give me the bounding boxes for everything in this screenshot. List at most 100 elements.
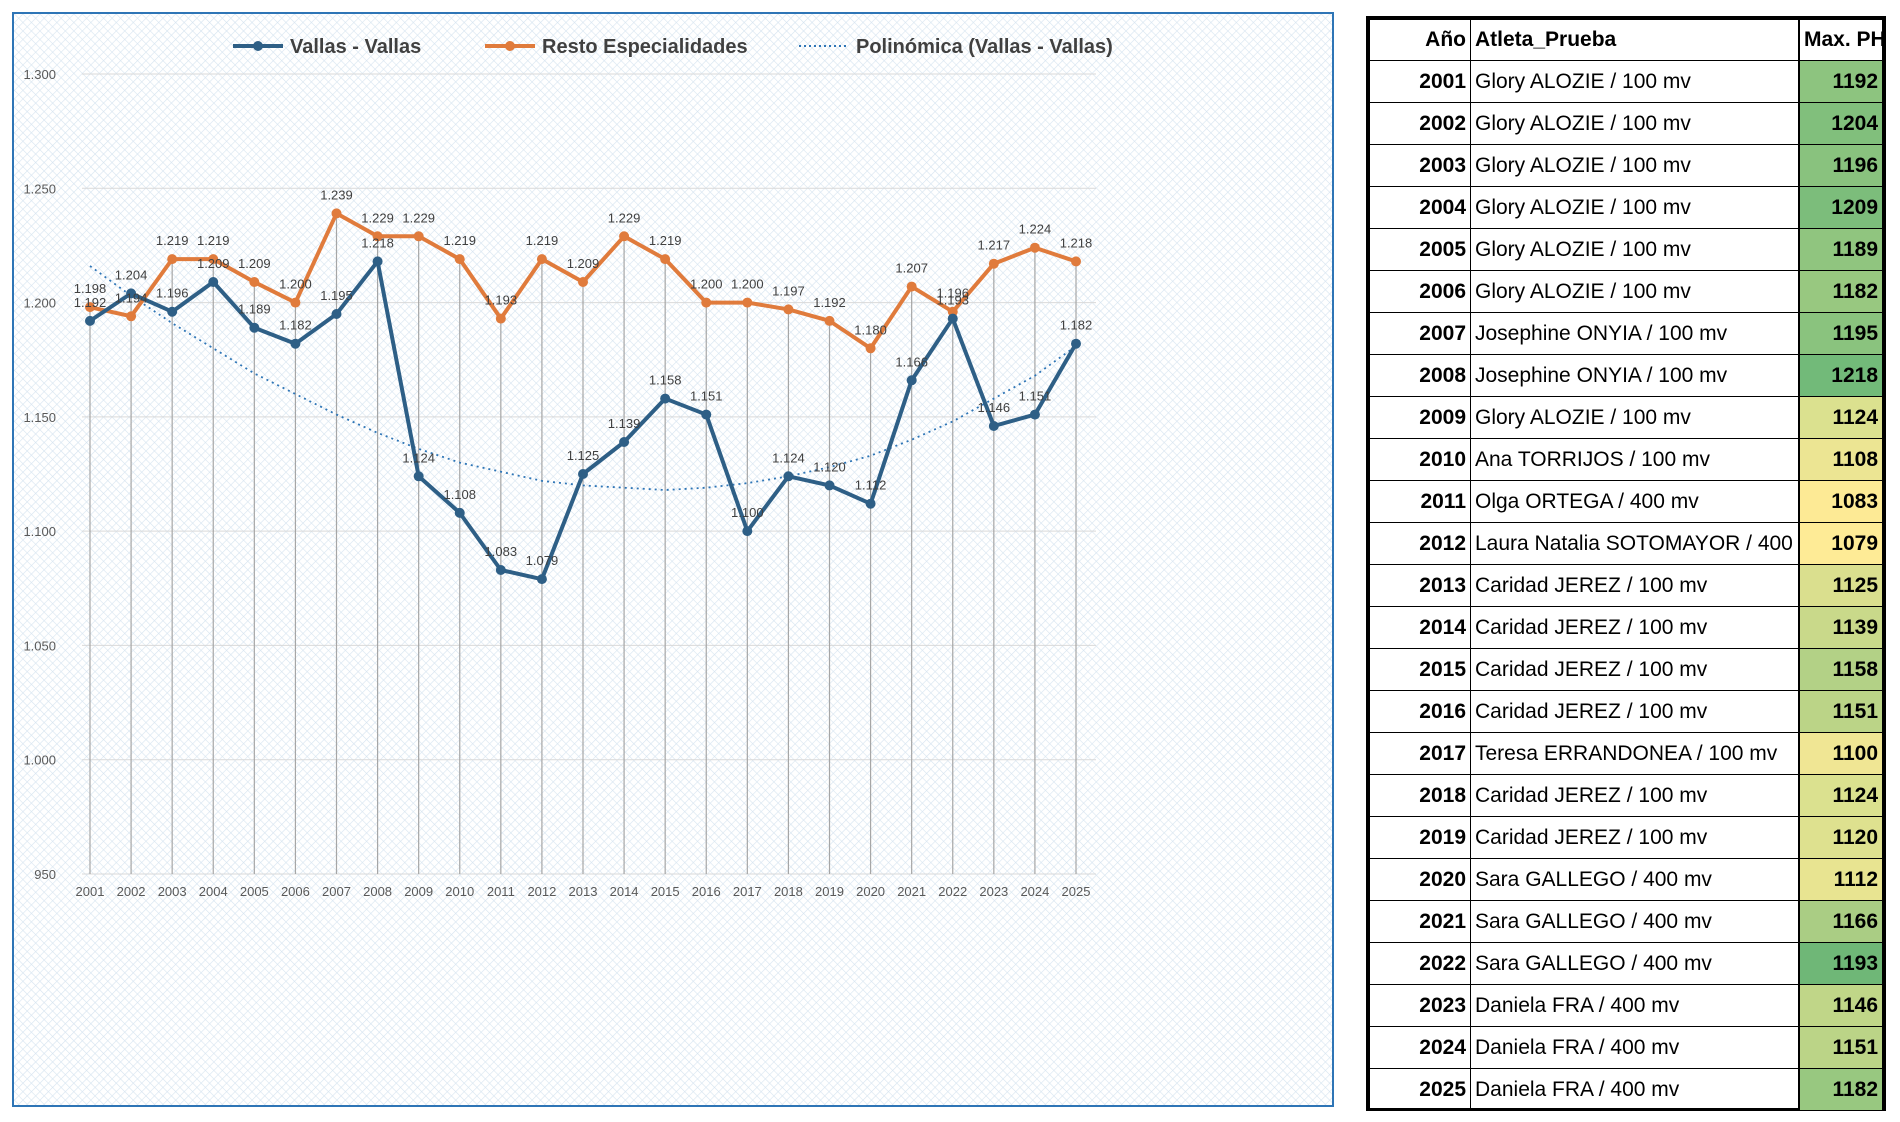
- point-vallas: [947, 313, 958, 324]
- x-tick-label: 2019: [815, 884, 844, 899]
- trendline-polinomica: [89, 265, 1077, 491]
- cell-year: 2021: [1369, 900, 1471, 943]
- point-resto: [1071, 256, 1081, 267]
- cell-year: 2012: [1369, 522, 1471, 565]
- data-label-vallas: 1.182: [1060, 318, 1093, 333]
- table-row: 2014 Caridad JEREZ / 100 mv 1139: [1369, 606, 1883, 649]
- y-tick-label: 1.300: [23, 67, 56, 82]
- cell-year: 2004: [1369, 186, 1471, 229]
- cell-year: 2025: [1369, 1068, 1471, 1111]
- table-row: 2011 Olga ORTEGA / 400 mv 1083: [1369, 480, 1883, 523]
- data-label-vallas: 1.146: [978, 400, 1011, 415]
- y-tick-label: 1.250: [23, 181, 56, 196]
- data-label-resto: 1.194: [115, 290, 148, 305]
- table-row: 2015 Caridad JEREZ / 100 mv 1158: [1369, 648, 1883, 691]
- cell-max-ph: 1124: [1798, 396, 1883, 439]
- data-label-resto: 1.207: [895, 261, 928, 276]
- cell-athlete: Caridad JEREZ / 100 mv: [1470, 816, 1800, 859]
- x-tick-label: 2012: [527, 884, 556, 899]
- table-row: 2009 Glory ALOZIE / 100 mv 1124: [1369, 396, 1883, 439]
- cell-year: 2003: [1369, 144, 1471, 187]
- cell-max-ph: 1146: [1798, 984, 1883, 1027]
- header-year: Año: [1369, 19, 1471, 61]
- data-label-vallas: 1.196: [156, 286, 189, 301]
- line-chart: 1.198 1.194 1.219 1.219 1.209 1.200 1.239 1.229…: [14, 14, 1332, 1105]
- point-vallas: [783, 471, 794, 482]
- cell-year: 2022: [1369, 942, 1471, 985]
- point-vallas: [331, 309, 342, 319]
- legend-entry-resto: Resto Especialidades: [485, 36, 748, 58]
- point-resto: [947, 306, 958, 317]
- cell-year: 2011: [1369, 480, 1471, 523]
- data-label-vallas: 1.193: [936, 293, 969, 308]
- point-resto: [454, 254, 465, 265]
- cell-athlete: Teresa ERRANDONEA / 100 mv: [1470, 732, 1800, 775]
- point-vallas: [454, 507, 465, 518]
- point-vallas: [495, 565, 506, 575]
- point-resto: [783, 304, 794, 315]
- cell-max-ph: 1108: [1798, 438, 1883, 481]
- data-label-vallas: 1.120: [813, 459, 846, 474]
- cell-max-ph: 1158: [1798, 648, 1883, 691]
- x-tick-label: 2011: [487, 884, 515, 899]
- data-label-vallas: 1.192: [74, 295, 107, 310]
- x-tick-label: 2020: [856, 884, 885, 899]
- cell-year: 2013: [1369, 564, 1471, 607]
- data-label-vallas: 1.112: [855, 478, 887, 493]
- cell-year: 2002: [1369, 102, 1471, 145]
- data-label-resto: 1.239: [320, 187, 353, 202]
- chart-panel: 1.198 1.194 1.219 1.219 1.209 1.200 1.239 1.229…: [12, 12, 1334, 1107]
- cell-year: 2007: [1369, 312, 1471, 355]
- y-tick-label: 950: [34, 867, 56, 882]
- table-row: 2013 Caridad JEREZ / 100 mv 1125: [1369, 564, 1883, 607]
- cell-max-ph: 1196: [1798, 144, 1883, 187]
- cell-year: 2010: [1369, 438, 1471, 481]
- table-row: 2021 Sara GALLEGO / 400 mv 1166: [1369, 900, 1883, 943]
- legend-label-polinomica: Polinómica (Vallas - Vallas): [856, 36, 1113, 58]
- data-label-resto: 1.196: [936, 286, 969, 301]
- point-vallas: [208, 277, 219, 287]
- point-resto: [906, 281, 917, 292]
- cell-athlete: Glory ALOZIE / 100 mv: [1470, 102, 1800, 145]
- data-label-resto: 1.193: [485, 293, 518, 308]
- x-tick-label: 2025: [1062, 884, 1091, 899]
- x-tick-label: 2017: [733, 884, 762, 899]
- table-row: 2008 Josephine ONYIA / 100 mv 1218: [1369, 354, 1883, 397]
- table-row: 2025 Daniela FRA / 400 mv 1182: [1369, 1068, 1883, 1111]
- point-vallas: [85, 315, 95, 326]
- data-label-vallas: 1.139: [608, 416, 641, 431]
- data-label-vallas: 1.209: [197, 256, 230, 271]
- data-label-resto: 1.200: [731, 277, 764, 292]
- x-tick-label: 2013: [569, 884, 598, 899]
- data-label-resto: 1.229: [608, 210, 641, 225]
- x-tick-label: 2015: [651, 884, 680, 899]
- point-resto: [249, 277, 260, 287]
- data-label-resto: 1.219: [197, 233, 230, 248]
- data-label-resto: 1.200: [690, 277, 723, 292]
- legend-entry-vallas: Vallas - Vallas: [233, 36, 421, 58]
- data-label-vallas: 1.151: [690, 389, 723, 404]
- table-row: 2012 Laura Natalia SOTOMAYOR / 400 mv 1079: [1369, 522, 1883, 565]
- cell-year: 2019: [1369, 816, 1471, 859]
- x-tick-label: 2014: [610, 884, 639, 899]
- point-resto: [208, 254, 219, 265]
- point-vallas: [865, 498, 876, 509]
- cell-year: 2017: [1369, 732, 1471, 775]
- cell-max-ph: 1124: [1798, 774, 1883, 817]
- data-label-vallas: 1.079: [526, 553, 559, 568]
- point-resto: [290, 297, 301, 308]
- data-label-resto: 1.219: [156, 233, 189, 248]
- cell-year: 2023: [1369, 984, 1471, 1027]
- point-resto: [372, 231, 383, 242]
- y-tick-label: 1.200: [23, 296, 56, 311]
- cell-max-ph: 1112: [1798, 858, 1883, 901]
- data-label-resto: 1.192: [813, 295, 846, 310]
- table-row: 2022 Sara GALLEGO / 400 mv 1193: [1369, 942, 1883, 985]
- point-resto: [331, 208, 342, 219]
- cell-year: 2018: [1369, 774, 1471, 817]
- data-label-vallas: 1.166: [895, 354, 928, 369]
- x-tick-label: 2006: [281, 884, 310, 899]
- cell-year: 2015: [1369, 648, 1471, 691]
- cell-year: 2009: [1369, 396, 1471, 439]
- chart-legend: Vallas - Vallas Resto Especialidades Pol…: [233, 36, 1113, 58]
